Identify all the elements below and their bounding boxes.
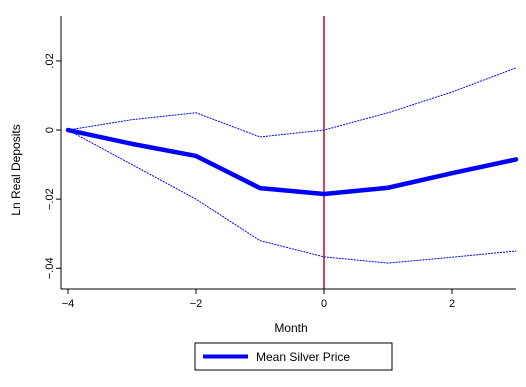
series-line-lower-ci [67, 129, 517, 264]
legend-label-mean-silver-price: Mean Silver Price [256, 350, 350, 364]
x-axis-title: Month [274, 321, 307, 335]
legend: Mean Silver Price [194, 342, 393, 371]
y-tick-label: −.04 [44, 257, 56, 279]
x-tick-label: 2 [449, 298, 455, 310]
y-tick-label: 0 [44, 127, 56, 133]
y-tick-label: .02 [44, 53, 56, 68]
y-axis-ticks: −.04 −.02 0 .02 [44, 53, 61, 279]
series-line-upper-ci [67, 67, 517, 138]
y-tick-label: −.02 [44, 188, 56, 210]
x-axis-ticks: −4 −2 0 2 [62, 289, 455, 310]
series-line-estimate [65, 127, 519, 197]
plot-area [65, 16, 519, 289]
x-tick-label: 0 [321, 298, 327, 310]
x-tick-label: −2 [190, 298, 203, 310]
x-tick-label: −4 [62, 298, 75, 310]
y-axis-title: Ln Real Deposits [9, 124, 23, 215]
